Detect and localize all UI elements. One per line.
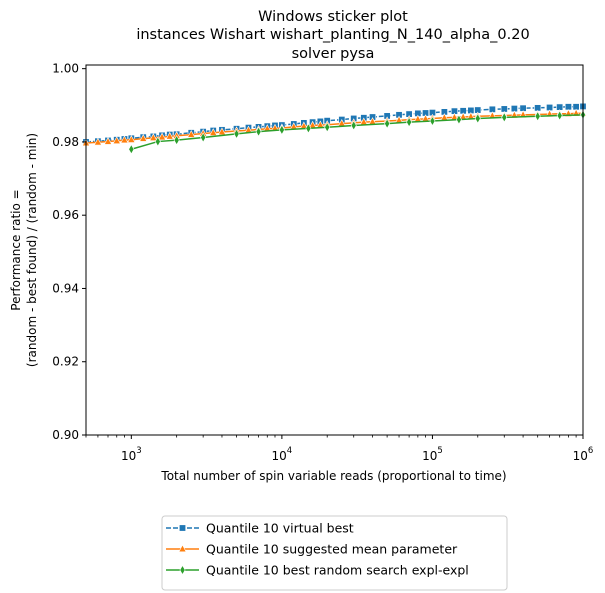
data-point — [456, 114, 462, 125]
legend: Quantile 10 virtual best Quantile 10 sugg… — [161, 515, 508, 591]
legend-marker — [179, 524, 187, 532]
y-tick-label: 0.92 — [52, 355, 79, 369]
data-point — [278, 124, 285, 135]
data-point — [429, 115, 436, 127]
x-tick-label-exponent: 4 — [287, 446, 292, 456]
x-tick-label-base: 10 — [422, 449, 437, 463]
data-point — [350, 120, 357, 131]
y-axis-label-line-1: Performance ratio = — [9, 189, 23, 310]
data-point — [187, 129, 196, 138]
data-point — [305, 123, 312, 134]
data-point — [406, 117, 413, 128]
legend-label: Quantile 10 virtual best — [206, 521, 354, 536]
x-tick-label-base: 10 — [573, 449, 588, 463]
series-layer — [81, 102, 588, 155]
data-point — [324, 122, 331, 133]
data-point — [209, 128, 218, 136]
data-point — [384, 118, 391, 129]
x-tick-label: 106 — [573, 446, 594, 463]
data-point — [112, 136, 121, 144]
data-point — [93, 137, 103, 146]
chart-title-line-3: solver pysa — [292, 46, 375, 62]
data-point — [534, 111, 541, 122]
x-tick-label: 103 — [121, 446, 142, 463]
data-point — [270, 123, 280, 132]
data-point — [173, 134, 180, 146]
data-point — [149, 133, 158, 142]
chart-title-line-1: Windows sticker plot — [258, 9, 408, 25]
data-point — [488, 111, 497, 120]
data-point — [518, 110, 528, 118]
data-point — [157, 132, 167, 141]
y-axis-label-line-2: (random - best found) / (random - min) — [25, 133, 39, 367]
legend-box — [161, 515, 508, 591]
y-tick-label: 0.98 — [52, 135, 79, 149]
data-point — [501, 112, 508, 123]
y-tick-label: 0.90 — [52, 428, 79, 442]
data-point — [127, 135, 136, 143]
x-tick-label: 105 — [422, 446, 443, 463]
y-tick-label: 0.94 — [52, 281, 79, 295]
data-point — [564, 103, 572, 111]
x-tick-label-exponent: 5 — [437, 446, 442, 456]
legend-label: Quantile 10 suggested mean parameter — [206, 542, 458, 557]
data-point — [128, 144, 135, 155]
data-point — [200, 132, 207, 143]
x-tick-label-base: 10 — [272, 449, 287, 463]
x-tick-label: 104 — [272, 446, 293, 463]
series-3 — [128, 109, 586, 155]
data-point — [165, 131, 174, 140]
x-tick-label-exponent: 6 — [588, 446, 593, 456]
legend-marker — [179, 564, 186, 576]
legend-label: Quantile 10 best random search expl-expl — [206, 563, 469, 578]
data-point — [556, 110, 563, 121]
data-point — [139, 133, 148, 142]
y-tick-label: 1.00 — [52, 62, 79, 76]
data-point — [103, 136, 113, 145]
chart-title: Windows sticker plot instances Wishart w… — [136, 9, 529, 62]
data-point — [154, 136, 161, 147]
data-point — [474, 113, 481, 124]
data-point — [120, 135, 129, 144]
data-point — [255, 126, 262, 137]
x-tick-label-exponent: 3 — [136, 446, 141, 456]
legend-marker — [178, 544, 187, 553]
x-tick-label-base: 10 — [121, 449, 136, 463]
x-axis-label: Total number of spin variable reads (pro… — [160, 469, 506, 483]
chart-title-line-2: instances Wishart wishart_planting_N_140… — [136, 27, 529, 43]
data-point — [233, 128, 240, 139]
plot-area-frame — [85, 64, 584, 436]
y-tick-label: 0.96 — [52, 208, 79, 222]
